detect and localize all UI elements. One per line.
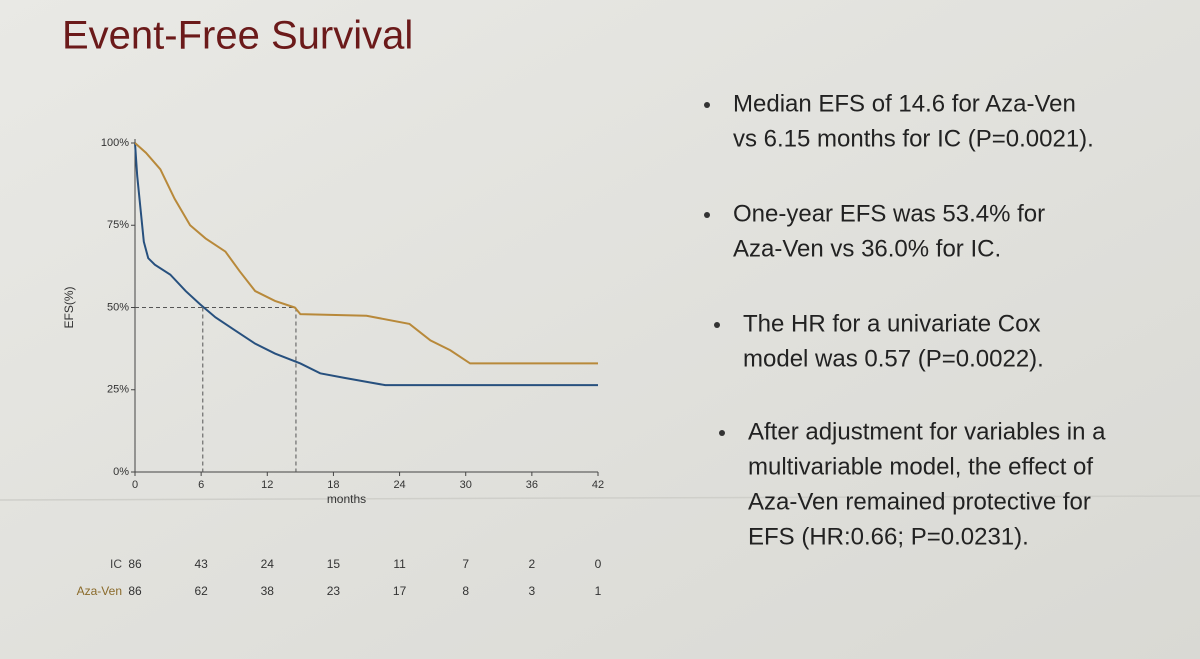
risk-count: 86 — [128, 584, 142, 598]
y-tick-label: 100% — [101, 137, 129, 149]
risk-count: 24 — [261, 557, 275, 571]
x-tick-label: 0 — [132, 479, 138, 491]
y-tick-label: 75% — [107, 219, 129, 231]
risk-count: 11 — [393, 557, 406, 571]
bullet-text: Aza-Ven remained protective for — [748, 488, 1091, 515]
bullet-list: Median EFS of 14.6 for Aza-Ven vs 6.15 mo… — [704, 90, 1106, 550]
bullet-text: model was 0.57 (P=0.0022). — [743, 345, 1044, 372]
risk-count: 17 — [393, 584, 407, 598]
bullet-dot — [719, 430, 725, 436]
bullet-text: multivariable model, the effect of — [748, 453, 1093, 480]
slide-title: Event-Free Survival — [62, 14, 413, 58]
x-axis-label: months — [327, 492, 366, 506]
bullet-text: The HR for a univariate Cox — [743, 310, 1040, 337]
risk-count: 2 — [529, 557, 536, 571]
x-tick-label: 42 — [592, 479, 604, 491]
risk-row-label: Aza-Ven — [77, 584, 122, 598]
chart: 0%25%50%75%100%0 6 12 18 24 30 36 42monthsEFS(%… — [62, 137, 604, 598]
risk-count: 8 — [462, 584, 469, 598]
x-tick-label: 36 — [526, 479, 538, 491]
bullet-text: EFS (HR:0.66; P=0.0231). — [748, 523, 1029, 550]
y-tick-label: 25% — [107, 384, 129, 396]
y-tick-label: 0% — [113, 466, 129, 478]
survival-curve — [134, 142, 598, 365]
risk-row-label: IC — [110, 557, 122, 571]
x-tick-label: 24 — [393, 479, 405, 491]
bullet-text: One-year EFS was 53.4% for — [733, 200, 1045, 227]
bullet-dot — [704, 102, 710, 108]
bullet-text: After adjustment for variables in a — [748, 418, 1106, 445]
risk-count: 0 — [595, 557, 602, 571]
risk-count: 3 — [529, 584, 536, 598]
risk-count: 15 — [327, 557, 341, 571]
x-tick-label: 30 — [460, 479, 472, 491]
risk-count: 38 — [261, 584, 275, 598]
risk-count: 1 — [595, 584, 602, 598]
x-tick-label: 12 — [261, 479, 273, 491]
y-tick-label: 50% — [107, 301, 129, 313]
y-axis-label: EFS(%) — [62, 286, 76, 328]
x-tick-label: 18 — [327, 479, 339, 491]
risk-count: 7 — [462, 557, 469, 571]
risk-count: 86 — [128, 557, 142, 571]
risk-count: 43 — [194, 557, 208, 571]
bullet-dot — [704, 212, 710, 218]
risk-count: 62 — [194, 584, 208, 598]
bullet-text: Aza-Ven vs 36.0% for IC. — [733, 235, 1001, 262]
bullet-text: vs 6.15 months for IC (P=0.0021). — [733, 125, 1094, 152]
survival-curve — [134, 142, 598, 387]
bullet-text: Median EFS of 14.6 for Aza-Ven — [733, 90, 1076, 117]
divider — [0, 495, 1200, 501]
risk-count: 23 — [327, 584, 341, 598]
bullet-dot — [714, 322, 720, 328]
x-tick-label: 6 — [198, 479, 204, 491]
